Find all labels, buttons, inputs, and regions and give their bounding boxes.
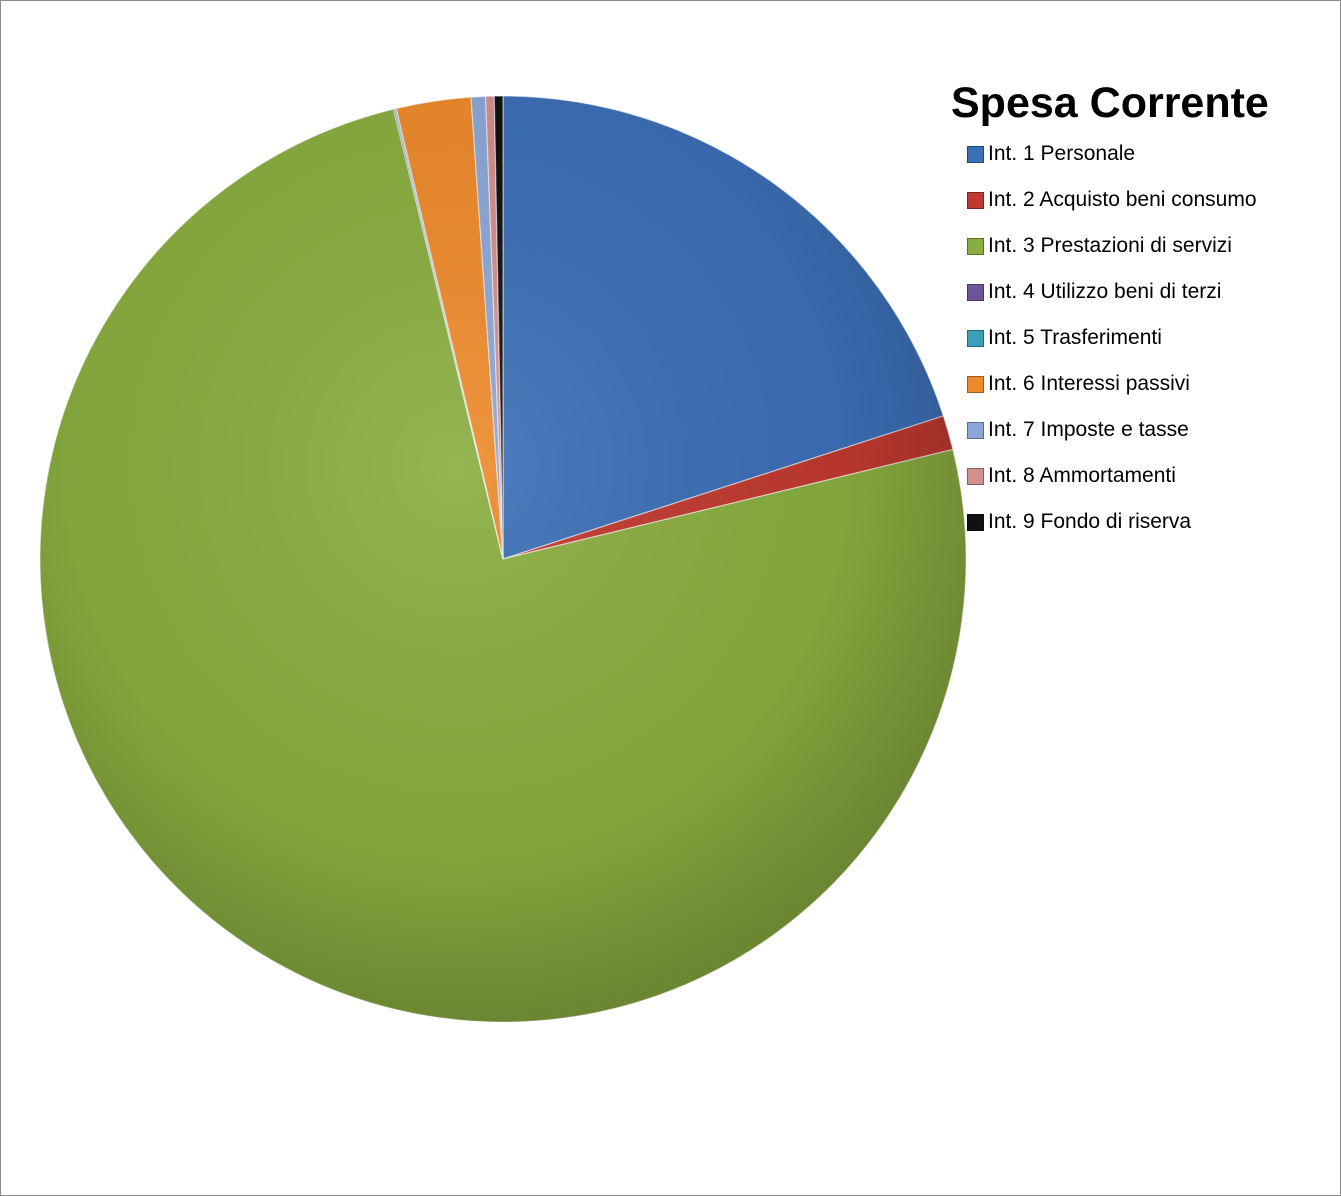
legend-item: Int. 4 Utilizzo beni di terzi — [967, 269, 1257, 315]
legend-item: Int. 5 Trasferimenti — [967, 315, 1257, 361]
legend-swatch — [967, 329, 984, 347]
legend-swatch — [967, 145, 984, 163]
legend-label: Int. 8 Ammortamenti — [988, 464, 1176, 487]
legend-label: Int. 2 Acquisto beni consumo — [988, 188, 1257, 211]
legend-item: Int. 8 Ammortamenti — [967, 453, 1257, 499]
legend-label: Int. 5 Trasferimenti — [988, 326, 1162, 349]
legend-label: Int. 4 Utilizzo beni di terzi — [988, 280, 1222, 303]
legend-label: Int. 7 Imposte e tasse — [988, 418, 1189, 441]
legend-swatch — [967, 375, 984, 393]
chart-title: Spesa Corrente — [951, 79, 1269, 127]
legend-label: Int. 3 Prestazioni di servizi — [988, 234, 1232, 257]
legend-label: Int. 6 Interessi passivi — [988, 372, 1190, 395]
legend-swatch — [967, 237, 984, 255]
legend-label: Int. 9 Fondo di riserva — [988, 510, 1192, 533]
legend: Int. 1 Personale Int. 2 Acquisto beni con… — [967, 131, 1257, 545]
legend-item: Int. 1 Personale — [967, 131, 1257, 177]
legend-item: Int. 3 Prestazioni di servizi — [967, 223, 1257, 269]
legend-item: Int. 7 Imposte e tasse — [967, 407, 1257, 453]
legend-item: Int. 9 Fondo di riserva — [967, 499, 1257, 545]
legend-item: Int. 6 Interessi passivi — [967, 361, 1257, 407]
legend-label: Int. 1 Personale — [988, 142, 1136, 165]
legend-item: Int. 2 Acquisto beni consumo — [967, 177, 1257, 223]
pie-slices — [39, 95, 967, 1023]
legend-swatch — [967, 467, 984, 485]
legend-swatch — [967, 191, 984, 209]
legend-swatch — [967, 421, 984, 439]
legend-swatch — [967, 283, 984, 301]
legend-swatch — [967, 513, 984, 531]
